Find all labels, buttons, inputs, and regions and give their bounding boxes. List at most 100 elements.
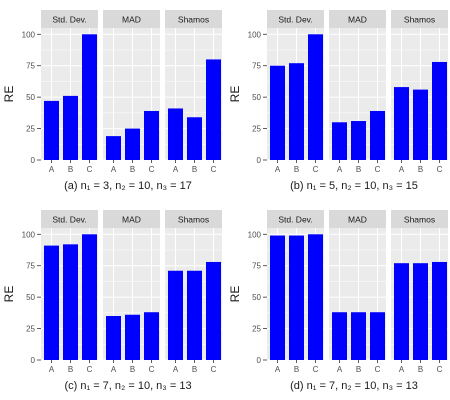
x-tick-label: A [399,365,405,374]
x-tick-label: B [418,165,423,174]
facet-strip [165,210,222,228]
bar [44,100,59,160]
facet-strip [165,10,222,28]
facet-strip-label: Shamos [404,215,435,225]
x-tick-label: C [211,165,217,174]
x-tick-label: B [294,165,299,174]
facet-strip-label: Std. Dev. [278,215,312,225]
x-tick-label: A [111,365,117,374]
x-tick-label: C [437,165,443,174]
y-axis-label: RE [228,86,242,103]
bar [206,261,221,360]
facet-strip-label: Std. Dev. [52,15,86,25]
facet-strip-label: Shamos [404,15,435,25]
facet-strip [103,210,160,228]
x-tick-label: C [375,365,381,374]
y-axis-label: RE [2,286,16,303]
bar [144,110,159,160]
bar [125,128,140,160]
bar [187,117,202,160]
bar [289,63,304,161]
y-tick-label: 75 [26,262,35,271]
y-tick-label: 50 [252,93,261,102]
facet-strip-label: Std. Dev. [52,215,86,225]
x-tick-label: B [418,365,423,374]
bar [394,263,409,360]
bar [351,121,366,160]
y-axis-label: RE [228,286,242,303]
x-tick-label: C [313,165,319,174]
x-tick-label: B [192,365,197,374]
y-tick-label: 0 [31,356,36,365]
subfigure-caption: (c) n₁ = 7, n₂ = 10, n₃ = 13 [64,380,191,392]
bar [125,314,140,360]
y-tick-label: 25 [252,325,261,334]
facet-strip-label: Std. Dev. [278,15,312,25]
x-tick-label: C [375,165,381,174]
x-tick-label: A [275,165,281,174]
x-tick-label: C [211,365,217,374]
bar [106,136,121,160]
y-tick-label: 50 [26,93,35,102]
facet-strip [103,10,160,28]
x-tick-label: A [337,165,343,174]
y-tick-label: 100 [248,230,262,239]
bar [332,312,347,360]
subfigure-caption: (a) n₁ = 3, n₂ = 10, n₃ = 17 [64,180,192,192]
bar [187,270,202,360]
x-tick-label: A [49,165,55,174]
y-tick-label: 0 [257,156,262,165]
subfigure-caption: (b) n₁ = 5, n₂ = 10, n₃ = 15 [290,180,418,192]
y-tick-label: 25 [252,125,261,134]
y-tick-label: 100 [248,30,262,39]
bar [413,89,428,160]
bar [332,122,347,160]
facet-strip [329,10,386,28]
bar [394,87,409,160]
y-tick-label: 75 [252,62,261,71]
x-tick-label: A [49,365,55,374]
bar [168,270,183,360]
x-tick-label: A [337,365,343,374]
x-tick-label: A [399,165,405,174]
subfigure-caption: (d) n₁ = 7, n₂ = 10, n₃ = 13 [290,380,418,392]
facet-strip [41,10,98,28]
bar [308,34,323,160]
bar [144,312,159,360]
y-tick-label: 50 [252,293,261,302]
x-tick-label: A [173,365,179,374]
bar [413,263,428,360]
facet-strip [329,210,386,228]
y-tick-label: 0 [257,356,262,365]
facet-strip-label: MAD [122,15,141,25]
bar [82,34,97,160]
x-tick-label: C [149,365,155,374]
bar [44,245,59,360]
facet-strip [267,210,324,228]
facet-strip-label: Shamos [178,15,209,25]
x-tick-label: B [68,165,73,174]
bar [106,316,121,360]
x-tick-label: A [275,365,281,374]
x-tick-label: C [437,365,443,374]
y-tick-label: 75 [26,62,35,71]
facet-strip-label: MAD [122,215,141,225]
bar [63,244,78,360]
facet-strip [267,10,324,28]
bar [168,108,183,160]
x-tick-label: C [313,365,319,374]
y-tick-label: 100 [22,230,36,239]
bar [82,234,97,360]
bar [351,312,366,360]
y-tick-label: 0 [31,156,36,165]
x-tick-label: B [356,165,361,174]
facet-strip-label: Shamos [178,215,209,225]
x-tick-label: B [294,365,299,374]
facet-strip [41,210,98,228]
facet-strip-label: MAD [348,15,367,25]
y-tick-label: 75 [252,262,261,271]
bar [289,235,304,360]
facet-strip-label: MAD [348,215,367,225]
bar [63,95,78,160]
